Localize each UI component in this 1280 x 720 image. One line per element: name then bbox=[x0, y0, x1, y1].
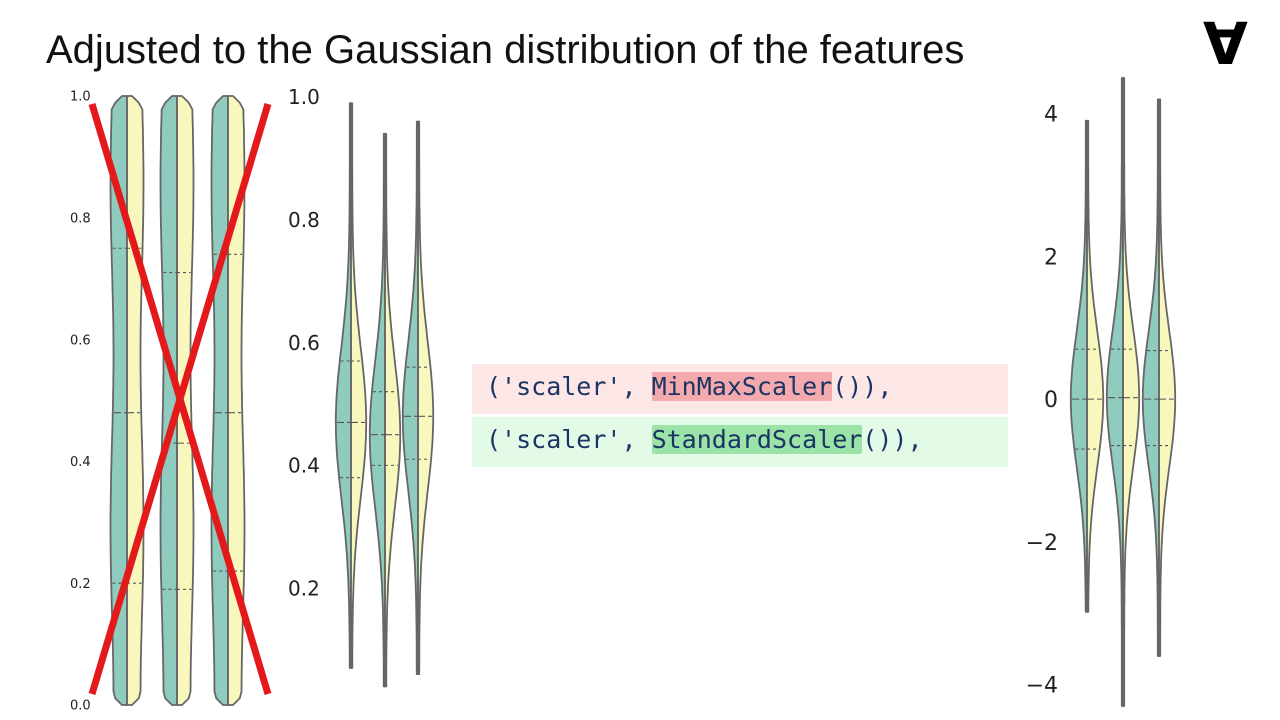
violin-left-half bbox=[1141, 98, 1160, 657]
code-line-standard: ('scaler', StandardScaler()), bbox=[472, 417, 1008, 467]
violin-right-half bbox=[384, 132, 402, 688]
y-tick-label: 0.8 bbox=[70, 211, 91, 226]
y-tick-label: 0.0 bbox=[70, 699, 91, 714]
y-tick-label: 0.8 bbox=[288, 208, 320, 232]
slide-title: Adjusted to the Gaussian distribution of… bbox=[46, 28, 965, 72]
violin-left-half bbox=[368, 132, 386, 688]
violin-right-half bbox=[1122, 77, 1141, 707]
code-line-minmax: ('scaler', MinMaxScaler()), bbox=[472, 364, 1008, 414]
y-tick-label: 0.4 bbox=[288, 454, 320, 478]
code-prefix: ('scaler', bbox=[486, 425, 652, 454]
y-tick-label: 2 bbox=[1044, 245, 1058, 270]
y-tick-label: 4 bbox=[1044, 103, 1058, 128]
y-tick-label: 0.2 bbox=[288, 576, 320, 600]
violin-left-half bbox=[1105, 77, 1124, 707]
code-suffix: ()), bbox=[832, 372, 893, 401]
y-tick-label: −4 bbox=[1026, 674, 1058, 699]
violin-left-half bbox=[401, 120, 419, 676]
code-highlight-minmaxscaler: MinMaxScaler bbox=[651, 372, 833, 401]
code-prefix: ('scaler', bbox=[486, 372, 652, 401]
violin-right-half bbox=[417, 120, 435, 676]
code-suffix: ()), bbox=[862, 425, 923, 454]
violin-left-half bbox=[159, 95, 178, 706]
violin-right-half bbox=[1158, 98, 1177, 657]
violin-right-half bbox=[1086, 119, 1105, 613]
y-tick-label: 0.4 bbox=[70, 455, 91, 470]
violin-left-half bbox=[1069, 119, 1088, 613]
violin-right-half bbox=[350, 102, 368, 669]
violin-left-half bbox=[334, 102, 352, 669]
y-tick-label: 1.0 bbox=[288, 85, 320, 109]
y-tick-label: 0 bbox=[1044, 388, 1058, 413]
y-tick-label: 0.6 bbox=[288, 331, 320, 355]
logo-icon: ∀ bbox=[1203, 10, 1248, 78]
cross-out-line bbox=[88, 102, 272, 696]
violin-right-half bbox=[176, 95, 195, 706]
y-tick-label: 0.2 bbox=[70, 577, 91, 592]
y-tick-label: 0.6 bbox=[70, 333, 91, 348]
y-tick-label: −2 bbox=[1026, 531, 1058, 556]
y-tick-label: 1.0 bbox=[70, 90, 91, 105]
code-highlight-standardscaler: StandardScaler bbox=[651, 425, 863, 454]
